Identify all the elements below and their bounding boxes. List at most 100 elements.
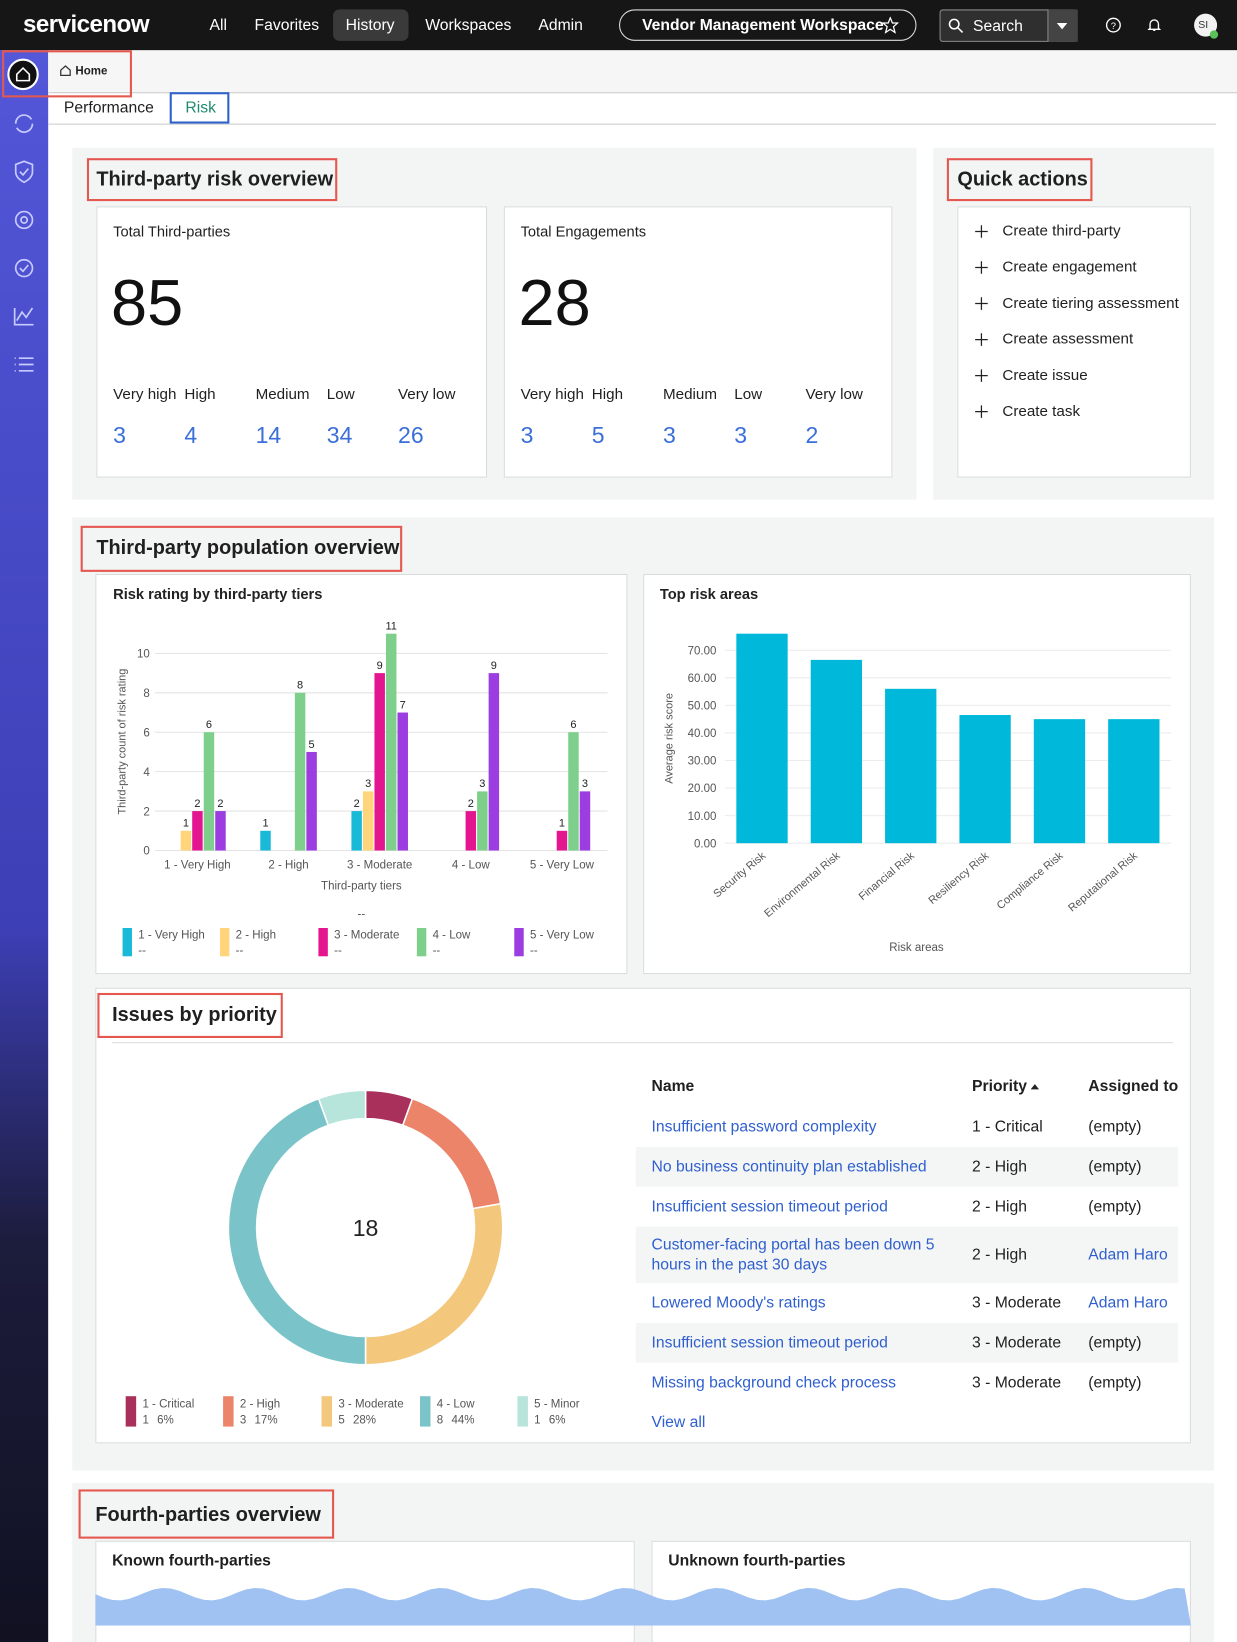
loading-wave (95, 1587, 1191, 1626)
issue-name[interactable]: Insufficient password complexity (651, 1118, 877, 1136)
issue-name[interactable]: Insufficient session timeout period (651, 1197, 888, 1216)
issue-assignee: (empty) (1088, 1333, 1142, 1352)
level-count[interactable]: 3 (113, 422, 126, 449)
issue-assignee[interactable]: Adam Haro (1088, 1245, 1168, 1264)
level-count[interactable]: 3 (663, 422, 676, 449)
level-label: Low (734, 386, 763, 404)
section-title: Third-party population overview (96, 537, 400, 560)
divider (112, 1042, 1174, 1044)
level-count[interactable]: 26 (398, 422, 424, 449)
logo[interactable]: servicenow (23, 9, 150, 38)
breadcrumb-home-icon (60, 65, 71, 77)
quick-action[interactable]: Create task (1002, 403, 1081, 421)
issue-name[interactable]: Insufficient session timeout period (651, 1333, 888, 1352)
column-header[interactable]: Name (651, 1077, 695, 1096)
highlight-box (78, 1489, 335, 1539)
workspace-name[interactable]: Vendor Management Workspace (642, 16, 884, 35)
avatar-initials[interactable]: SI (1198, 19, 1209, 31)
row-stripe (635, 1322, 1179, 1363)
chart-card (95, 573, 628, 975)
highlight-box (97, 992, 283, 1038)
tab[interactable]: Risk (185, 98, 216, 117)
card-total: 85 (111, 267, 184, 340)
issue-name[interactable]: Missing background check process (651, 1373, 897, 1392)
nav-item[interactable]: History (345, 16, 395, 35)
level-count[interactable]: 3 (734, 422, 748, 449)
issue-assignee: (empty) (1088, 1197, 1142, 1216)
chart-card (643, 573, 1191, 975)
issue-priority: 1 - Critical (972, 1118, 1043, 1136)
active-tab[interactable] (169, 92, 230, 124)
search-icon (948, 18, 964, 34)
quick-action[interactable]: Create engagement (1002, 259, 1137, 276)
level-label: High (591, 386, 624, 404)
issue-name[interactable]: Customer-facing portal has been down 5 h… (651, 1235, 935, 1274)
quick-action[interactable]: Create third-party (1002, 223, 1121, 240)
svg-text:?: ? (1111, 20, 1116, 31)
issue-assignee: (empty) (1088, 1373, 1142, 1392)
level-label: High (184, 386, 216, 404)
star-icon[interactable] (881, 16, 899, 34)
card-total: 28 (518, 267, 591, 340)
bell-icon[interactable] (1146, 17, 1163, 34)
issue-name[interactable]: Lowered Moody's ratings (651, 1294, 826, 1312)
status-dot (1209, 30, 1219, 39)
level-label: Very high (520, 386, 584, 404)
highlight-box (80, 525, 403, 572)
tab-divider (48, 123, 1217, 125)
level-count[interactable]: 14 (255, 422, 282, 449)
nav-item[interactable]: All (209, 16, 227, 35)
level-label: Medium (255, 386, 310, 404)
level-count[interactable]: 3 (520, 422, 534, 449)
help-icon[interactable]: ? (1105, 17, 1122, 34)
quick-actions-card (957, 206, 1191, 478)
nav-item[interactable]: Favorites (254, 16, 320, 35)
card-title: Known fourth-parties (112, 1551, 271, 1570)
summary-card (96, 206, 488, 478)
level-label: Very high (113, 386, 177, 404)
nav-item[interactable]: Admin (538, 16, 583, 35)
quick-action[interactable]: Create assessment (1002, 331, 1134, 348)
nav-item[interactable]: Workspaces (425, 16, 512, 35)
highlight-box (2, 50, 132, 98)
issue-assignee[interactable]: Adam Haro (1088, 1294, 1168, 1312)
level-label: Very low (805, 386, 863, 404)
view-all-link[interactable]: View all (651, 1413, 706, 1432)
level-count[interactable]: 5 (591, 422, 605, 449)
level-count[interactable]: 34 (326, 422, 353, 449)
section-title: Issues by priority (112, 1004, 277, 1027)
section-title: Quick actions (957, 168, 1088, 191)
section-title: Fourth-parties overview (95, 1504, 321, 1527)
level-label: Low (326, 386, 355, 404)
issue-priority: 2 - High (972, 1197, 1028, 1216)
active-menu-bg (333, 9, 409, 41)
row-stripe (635, 1146, 1179, 1187)
issue-priority: 3 - Moderate (972, 1294, 1062, 1312)
workspace-pill[interactable] (619, 9, 917, 41)
column-header[interactable]: Priority (972, 1077, 1028, 1096)
issue-priority: 3 - Moderate (972, 1373, 1062, 1392)
quick-action[interactable]: Create issue (1002, 367, 1088, 384)
card-title: Unknown fourth-parties (668, 1551, 846, 1570)
quick-action[interactable]: Create tiering assessment (1002, 295, 1179, 312)
issue-priority: 3 - Moderate (972, 1333, 1062, 1352)
column-header[interactable]: Assigned to (1088, 1077, 1179, 1096)
tab[interactable]: Performance (63, 98, 154, 117)
level-count[interactable]: 4 (184, 422, 198, 449)
breadcrumb[interactable]: Home (75, 64, 108, 78)
issue-name[interactable]: No business continuity plan established (651, 1157, 927, 1176)
card-title: Total Engagements (520, 223, 647, 240)
sort-icon[interactable] (1030, 1082, 1040, 1090)
issue-assignee: (empty) (1088, 1157, 1142, 1176)
issue-priority: 2 - High (972, 1157, 1028, 1176)
section-title: Third-party risk overview (96, 168, 334, 191)
level-count[interactable]: 2 (805, 422, 819, 449)
home-icon (15, 66, 31, 82)
home-button[interactable] (7, 58, 39, 91)
issue-assignee: (empty) (1088, 1118, 1142, 1136)
sidebar-icons[interactable] (12, 111, 37, 383)
highlight-box (946, 158, 1093, 202)
search-label[interactable]: Search (973, 17, 1023, 36)
highlight-box (86, 158, 338, 202)
